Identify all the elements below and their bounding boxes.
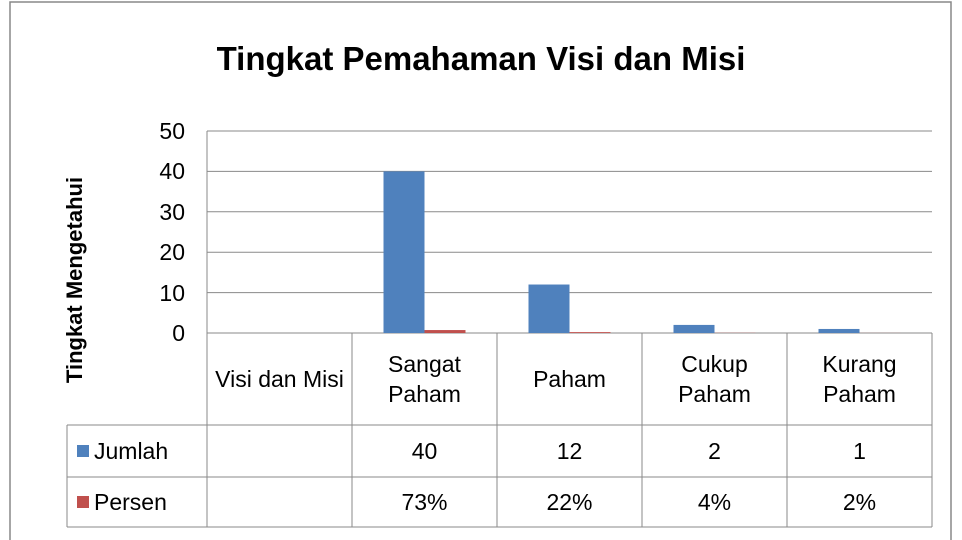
y-axis-title: Tingkat Mengetahui xyxy=(62,176,87,384)
table-value: 73% xyxy=(401,489,448,515)
y-tick-label: 40 xyxy=(159,158,185,185)
x-tick-label: Sangat Paham xyxy=(388,351,461,407)
bar xyxy=(383,171,425,333)
x-tick-label: Cukup Paham xyxy=(678,351,751,407)
table-value: 12 xyxy=(556,438,583,464)
legend-swatch xyxy=(77,496,89,508)
legend-label: Jumlah xyxy=(94,437,169,464)
bar xyxy=(673,324,715,333)
x-tick-label: Kurang Paham xyxy=(822,351,897,407)
legend-entry: Jumlah xyxy=(77,425,168,477)
bar xyxy=(424,330,466,333)
bar xyxy=(818,328,860,333)
table-value: 2 xyxy=(708,438,721,464)
x-tick-label: Visi dan Misi xyxy=(215,366,344,392)
y-tick-label: 30 xyxy=(159,198,185,225)
table-value: 4% xyxy=(697,489,732,515)
bar xyxy=(528,284,570,333)
y-tick-label: 10 xyxy=(159,279,185,306)
table-value: 22% xyxy=(546,489,593,515)
legend-swatch xyxy=(77,445,89,457)
y-tick-label: 0 xyxy=(172,320,185,346)
table-value xyxy=(207,425,352,477)
table-value: 2% xyxy=(842,489,877,515)
x-tick-label: Paham xyxy=(533,366,606,392)
chart-title: Tingkat Pemahaman Visi dan Misi xyxy=(216,40,746,77)
y-tick-label: 50 xyxy=(159,118,185,144)
legend-label: Persen xyxy=(94,488,167,515)
bar xyxy=(569,332,611,333)
y-tick-label: 20 xyxy=(159,239,185,266)
table-value xyxy=(207,477,352,527)
chart-frame xyxy=(9,1,952,540)
table-value: 1 xyxy=(853,438,866,464)
legend-entry: Persen xyxy=(77,477,167,527)
table-value: 40 xyxy=(411,438,438,464)
